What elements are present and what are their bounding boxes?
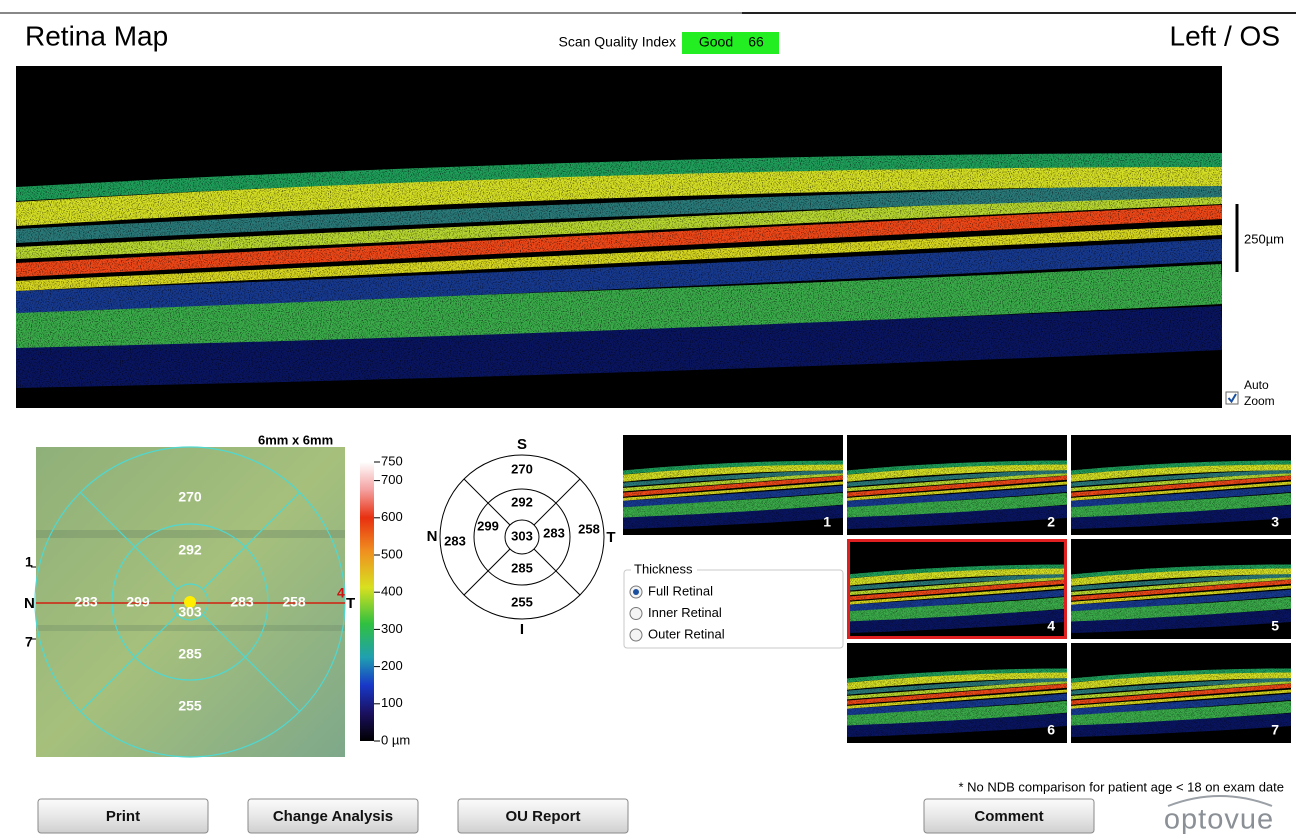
colorbar-tick-label: 300 [381, 621, 403, 636]
sector-value: 283 [444, 533, 466, 548]
radio-label: Full Retinal [648, 583, 713, 598]
sector-value: 292 [511, 494, 533, 509]
thumbnail-image [1071, 539, 1291, 639]
sector-chart: S I N T 270 292 303 285 255 283 299 283 … [427, 436, 616, 638]
scan-quality-label: Scan Quality Index [558, 34, 676, 50]
retina-map-screen: Retina Map Scan Quality Index Good 66 Le… [0, 0, 1296, 834]
eye-label: Left / OS [1170, 20, 1281, 51]
thumbnail-label: 1 [823, 514, 831, 530]
colorbar-tick-label: 100 [381, 695, 403, 710]
temporal-label: T [606, 529, 615, 546]
sector-value: 270 [511, 461, 533, 476]
auto-zoom-label: Auto [1244, 378, 1269, 392]
quality-rating: Good [699, 34, 733, 50]
logo-text: optovue [1164, 804, 1274, 834]
radio-dot [633, 589, 639, 595]
scan-thumbnail[interactable]: 2 [847, 435, 1067, 535]
temporal-label: T [346, 595, 355, 612]
colorbar: 750 700 600 500 400 300 200 100 0 µm [360, 453, 410, 747]
group-title: Thickness [634, 561, 693, 576]
scan-thumbnail[interactable]: 6 [847, 643, 1067, 743]
scale-label: 250µm [1244, 231, 1284, 246]
thumbnail-image [1071, 435, 1291, 535]
logo: optovue [1164, 796, 1274, 834]
thumbnail-image [623, 435, 843, 535]
button-label: Change Analysis [273, 808, 393, 825]
colorbar-tick-label: 400 [381, 584, 403, 599]
colorbar-tick-label: 750 [381, 453, 403, 468]
thumbnail-image [847, 539, 1067, 639]
button-bar: Print Change Analysis OU Report Comment [38, 799, 1094, 833]
vessel [36, 530, 345, 538]
radio-label: Outer Retinal [648, 626, 725, 641]
sector-value: 283 [230, 594, 254, 610]
thumbnail-image [847, 643, 1067, 743]
map-size-label: 6mm x 6mm [258, 432, 333, 447]
bscan-image [16, 66, 1222, 408]
thumbnail-image [847, 435, 1067, 535]
radio-button [630, 629, 642, 641]
colorbar-tick-label: 700 [381, 472, 403, 487]
superior-label: S [517, 436, 527, 453]
sector-value: 303 [178, 604, 202, 620]
scan-thumbnail[interactable]: 4 [847, 539, 1067, 639]
button[interactable]: Comment [924, 799, 1094, 833]
inferior-label: I [520, 621, 524, 638]
nasal-label: N [24, 595, 35, 612]
sector-value: 270 [178, 489, 202, 505]
thumbnail-image [1071, 643, 1291, 743]
sector-value: 258 [282, 594, 306, 610]
button[interactable]: Print [38, 799, 208, 833]
scan-thumbnail[interactable]: 7 [1071, 643, 1291, 743]
radio-label: Inner Retinal [648, 605, 722, 620]
colorbar-tick-label: 600 [381, 509, 403, 524]
colorbar-tick-label: 500 [381, 546, 403, 561]
thumbnail-label: 3 [1271, 514, 1279, 530]
colorbar-tick-label: 200 [381, 658, 403, 673]
button-label: Print [106, 808, 140, 825]
auto-zoom-label: Zoom [1244, 394, 1275, 408]
page: Retina Map Scan Quality Index Good 66 Le… [0, 0, 1296, 834]
sector-value: 255 [511, 594, 533, 609]
sector-value: 255 [178, 698, 202, 714]
sector-value: 285 [511, 560, 533, 575]
vessel [36, 625, 345, 631]
screen-title: Retina Map [25, 20, 168, 51]
thumbnail-label: 5 [1271, 618, 1279, 634]
sector-value: 303 [511, 528, 533, 543]
thickness-options: Thickness Full Retinal Inner Retinal Outer… [624, 561, 843, 648]
button[interactable]: Change Analysis [248, 799, 418, 833]
scan-thumbnail[interactable]: 3 [1071, 435, 1291, 535]
sector-value: 299 [126, 594, 150, 610]
button-label: Comment [974, 808, 1043, 825]
quality-score: 66 [748, 34, 764, 50]
scan-thumbnail[interactable]: 1 [623, 435, 843, 535]
line-label: 4 [337, 585, 345, 601]
sector-value: 292 [178, 542, 202, 558]
sector-value: 258 [578, 521, 600, 536]
thumbnail-label: 2 [1047, 514, 1055, 530]
radio-button [630, 608, 642, 620]
thickness-map: 270 292 303 285 255 283 299 283 258 [35, 447, 345, 757]
thumbnail-label: 6 [1047, 722, 1055, 738]
scan-thumbnail[interactable]: 5 [1071, 539, 1291, 639]
button-label: OU Report [506, 808, 581, 825]
footnote: * No NDB comparison for patient age < 18… [958, 779, 1284, 794]
thumbnail-label: 4 [1047, 618, 1055, 634]
colorbar-tick-label: 0 µm [381, 732, 410, 747]
sector-value: 285 [178, 646, 202, 662]
thumbnail-label: 7 [1271, 722, 1279, 738]
button[interactable]: OU Report [458, 799, 628, 833]
line-label: 7 [25, 634, 33, 650]
sector-value: 283 [74, 594, 98, 610]
sector-value: 299 [477, 518, 499, 533]
sector-value: 283 [543, 525, 565, 540]
colorbar-gradient [360, 462, 374, 741]
nasal-label: N [427, 528, 438, 545]
